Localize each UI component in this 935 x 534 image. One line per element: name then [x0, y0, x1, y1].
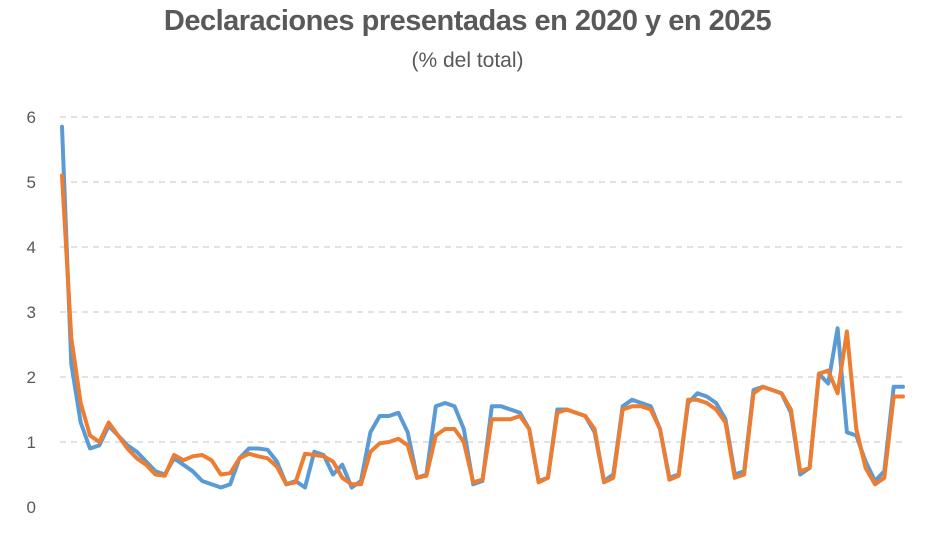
chart-title: Declaraciones presentadas en 2020 y en 2… — [163, 5, 772, 37]
y-tick-label: 6 — [27, 108, 36, 127]
y-tick-label: 0 — [27, 498, 36, 517]
y-tick-label: 1 — [27, 433, 36, 452]
y-tick-label: 3 — [27, 303, 36, 322]
y-tick-label: 4 — [27, 238, 36, 257]
y-tick-label: 2 — [27, 368, 36, 387]
y-axis-tick-labels: 0 1 2 3 4 5 6 — [27, 108, 36, 517]
series-lines — [60, 124, 905, 490]
series-line-2 — [60, 173, 905, 487]
chart-subtitle: (% del total) — [411, 49, 524, 72]
y-tick-label: 5 — [27, 173, 36, 192]
gridlines — [60, 116, 905, 443]
series-line-1 — [60, 124, 905, 490]
